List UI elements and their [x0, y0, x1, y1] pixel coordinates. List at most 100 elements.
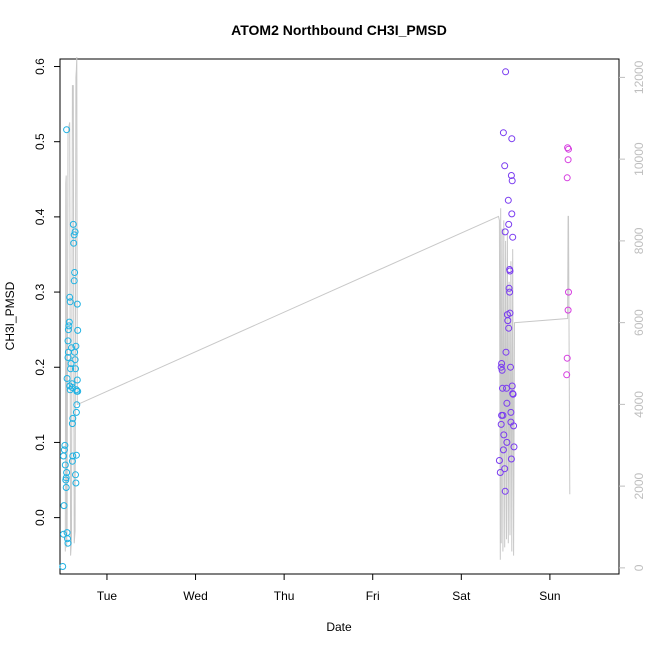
data-point-series-2 [499, 446, 507, 454]
data-point-series-1 [70, 239, 78, 247]
data-point-series-1 [72, 451, 80, 459]
data-point-series-2 [508, 382, 516, 390]
data-point-series-1 [72, 365, 79, 373]
data-point-series-2 [499, 384, 506, 392]
data-point-series-1 [63, 126, 71, 134]
y-tick-label: 0.6 [33, 58, 47, 75]
data-point-series-3 [563, 354, 571, 362]
data-point-series-2 [506, 309, 514, 317]
data-point-series-2 [502, 348, 510, 356]
data-point-series-1 [72, 479, 80, 487]
data-point-series-2 [501, 465, 509, 473]
data-point-series-2 [498, 366, 506, 374]
data-point-series-1 [72, 342, 80, 350]
data-point-series-2 [505, 220, 513, 228]
data-point-series-1 [60, 530, 67, 538]
data-point-series-2 [500, 431, 508, 439]
data-point-series-2 [507, 363, 514, 371]
data-point-series-1 [72, 471, 79, 479]
data-point-series-2 [498, 360, 506, 367]
x-tick-label: Thu [274, 589, 295, 603]
x-tick-label: Wed [183, 589, 207, 603]
data-point-series-1 [74, 326, 82, 334]
data-point-series-1 [64, 354, 72, 361]
data-point-series-3 [565, 145, 572, 153]
data-point-series-1 [64, 539, 72, 547]
x-axis: Tue Wed Thu Fri Sat Sun [97, 574, 561, 603]
data-point-series-2 [509, 233, 517, 241]
data-point-series-1 [68, 457, 76, 465]
data-point-series-1 [69, 414, 77, 422]
y2-tick-label: 10000 [632, 142, 646, 176]
data-point-series-3 [564, 156, 572, 164]
y-tick-label: 0.0 [33, 509, 47, 526]
data-point-series-2 [505, 324, 513, 332]
data-point-series-2 [503, 438, 511, 446]
y2-tick-label: 6000 [632, 309, 646, 336]
data-point-series-2 [506, 288, 514, 296]
data-point-series-1 [65, 318, 73, 326]
data-point-series-1 [62, 484, 70, 491]
data-point-series-1 [71, 228, 79, 236]
data-point-series-1 [74, 387, 82, 395]
y2-tick-label: 4000 [632, 391, 646, 418]
data-point-series-2 [501, 162, 509, 170]
x-axis-label: Date [326, 620, 352, 634]
data-point-series-2 [499, 411, 507, 419]
data-point-series-2 [508, 210, 516, 218]
data-point-series-2 [501, 228, 509, 236]
data-point-series-2 [502, 68, 510, 76]
data-point-series-1 [73, 300, 81, 308]
data-point-series-1 [63, 375, 71, 382]
data-point-series-2 [497, 363, 505, 371]
data-point-series-1 [67, 360, 75, 367]
data-point-series-2 [505, 284, 513, 292]
data-point-series-1 [69, 452, 77, 460]
data-point-series-1 [62, 474, 70, 482]
x-tick-label: Fri [366, 589, 380, 603]
data-point-series-2 [503, 384, 510, 392]
data-point-series-2 [507, 172, 515, 179]
y2-tick-label: 8000 [632, 227, 646, 254]
data-point-series-1 [73, 401, 81, 409]
data-point-series-3 [564, 144, 572, 152]
data-point-series-2 [508, 177, 516, 185]
data-point-series-2 [507, 408, 515, 416]
data-point-series-1 [65, 322, 73, 330]
y-tick-label: 0.4 [33, 208, 47, 225]
data-point-series-1 [72, 408, 80, 416]
data-point-series-1 [67, 365, 75, 373]
y2-axis: 0 2000 4000 6000 8000 10000 12000 [619, 60, 646, 571]
data-point-series-1 [60, 502, 68, 510]
data-point-series-1 [71, 348, 79, 356]
data-point-series-3 [564, 306, 572, 314]
data-point-series-2 [507, 455, 515, 463]
data-point-series-1 [66, 293, 74, 301]
data-point-series-2 [496, 469, 504, 476]
altitude-line [64, 56, 571, 560]
data-point-series-1 [68, 380, 76, 388]
points-layer [59, 68, 572, 570]
data-point-series-2 [499, 129, 507, 137]
data-point-series-2 [504, 196, 512, 204]
plot-frame [59, 58, 620, 575]
data-point-series-1 [59, 563, 67, 570]
data-point-series-2 [503, 399, 511, 407]
y2-tick-label: 0 [632, 564, 646, 571]
data-point-series-1 [61, 441, 69, 449]
data-point-series-1 [66, 298, 74, 306]
data-point-series-1 [61, 461, 69, 469]
y-axis: 0.0 0.1 0.2 0.3 0.4 0.5 0.6 [33, 58, 60, 526]
data-point-series-1 [68, 384, 76, 391]
data-point-series-1 [68, 420, 76, 428]
data-point-series-2 [495, 457, 503, 464]
data-point-series-3 [563, 371, 571, 379]
data-point-series-1 [70, 277, 78, 285]
data-point-series-1 [69, 220, 77, 228]
data-point-series-2 [497, 420, 505, 428]
data-point-series-3 [565, 288, 572, 296]
x-tick-label: Sat [452, 589, 471, 603]
data-point-series-2 [504, 317, 512, 325]
x-tick-label: Sun [539, 589, 560, 603]
